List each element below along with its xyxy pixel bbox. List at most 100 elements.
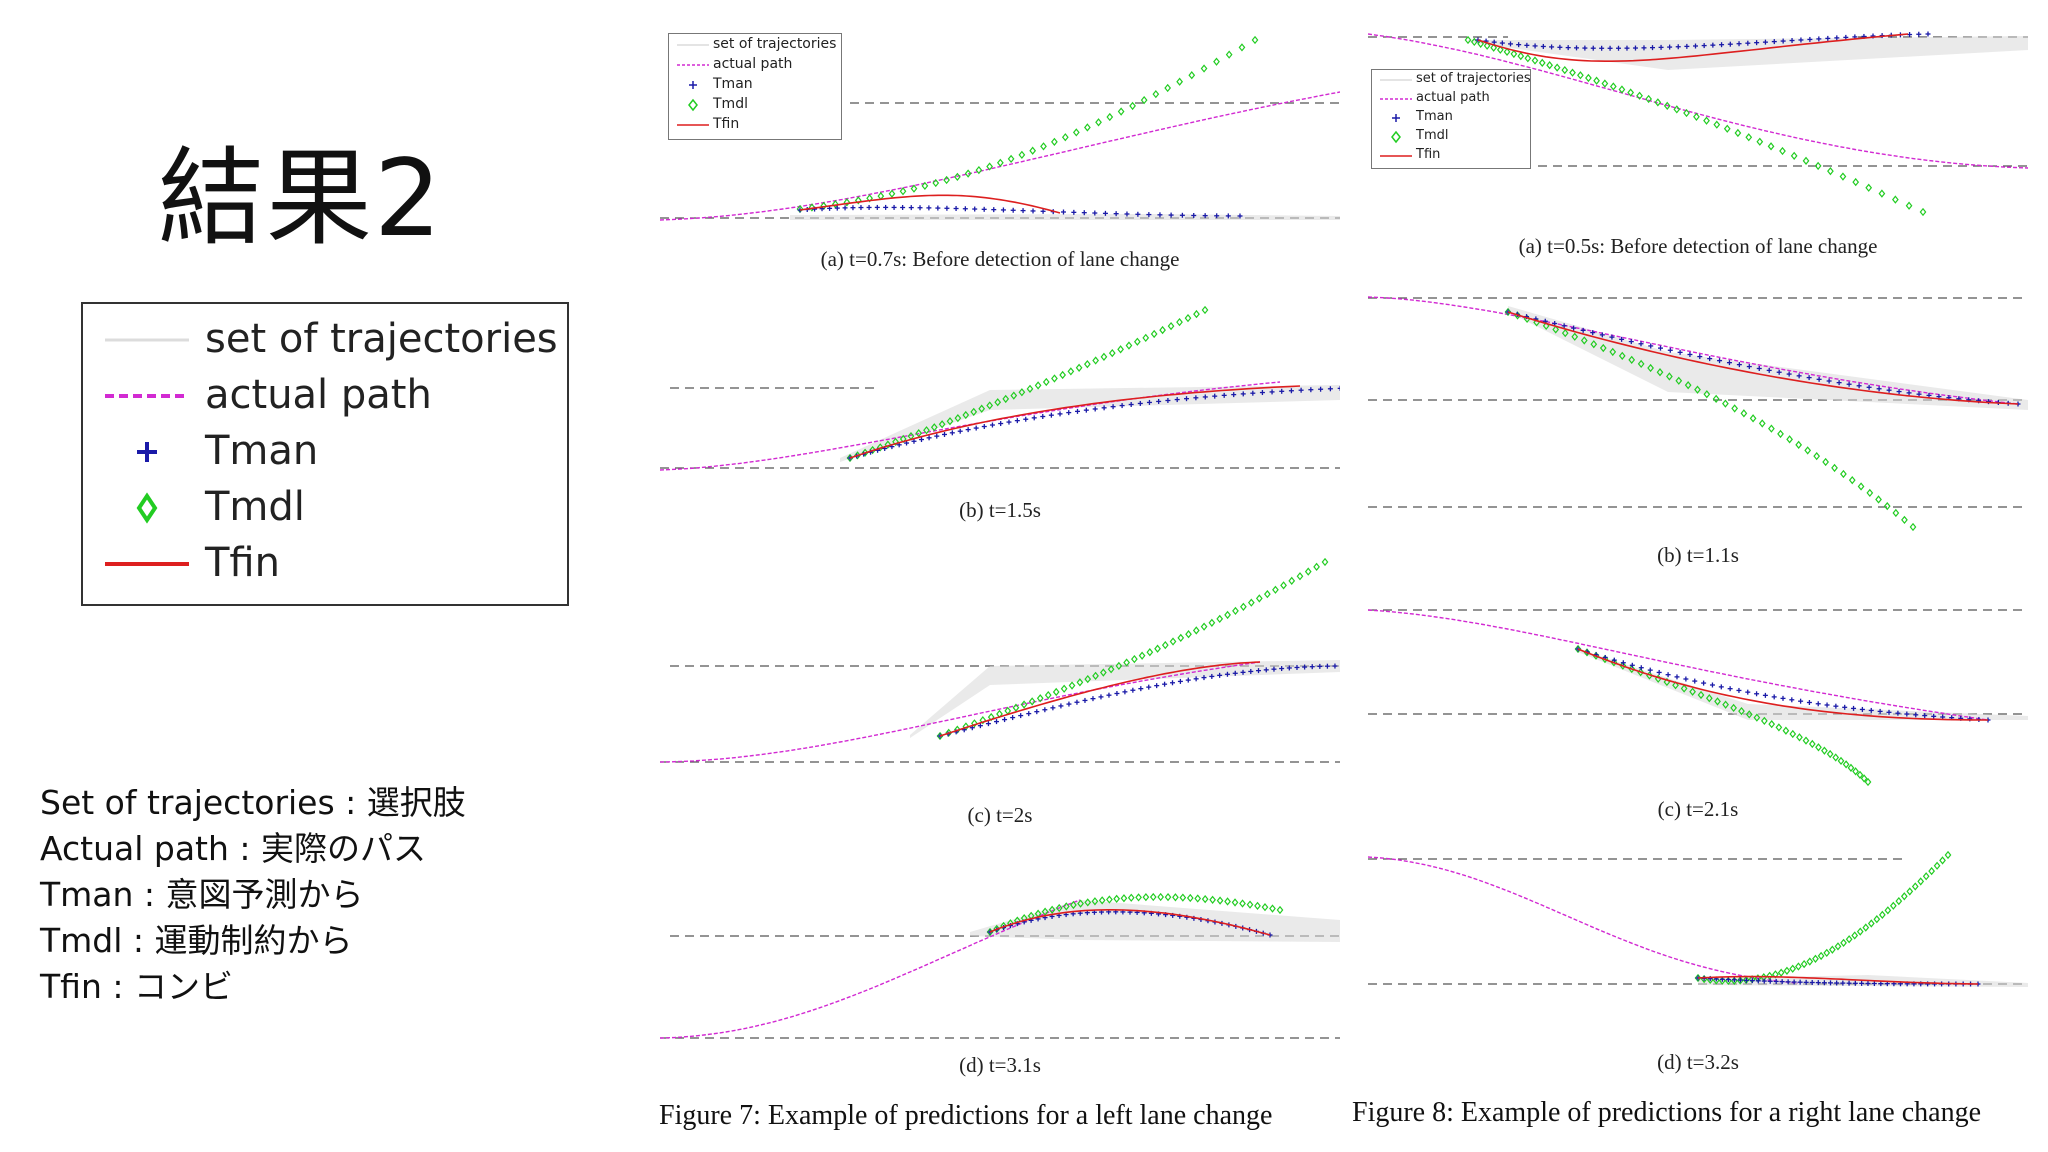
- fig8-panel-d: [1368, 850, 2028, 987]
- legend-tman-symbol: [137, 442, 157, 462]
- tmdl-markers: [846, 305, 1209, 463]
- trajectory-set: [1508, 306, 2028, 410]
- legend-large: set of trajectories actual path Tman Tmd…: [81, 302, 569, 606]
- definition-item: Tfin : コンビ: [40, 967, 233, 1006]
- trajectory-set: [790, 214, 1340, 220]
- mini-legend-row: Tmdl: [1372, 127, 1530, 147]
- legend-label-tman: Tman: [205, 428, 319, 474]
- legend-row-tmdl: Tmdl: [83, 480, 567, 536]
- tmdl-markers: [796, 35, 1259, 214]
- mini-legend-tmdl-symbol: [688, 98, 698, 112]
- fig8-caption-d: (d) t=3.2s: [1657, 1050, 1739, 1074]
- legend-tfin-symbol: [105, 562, 189, 566]
- mini-legend-row: Tmdl: [669, 95, 841, 115]
- tfin-line: [1477, 33, 1909, 63]
- legend-row-actual: actual path: [83, 368, 567, 424]
- actual-path-line: [1368, 609, 1989, 721]
- tmdl-markers: [1464, 35, 1927, 217]
- legend-label-set: set of trajectories: [205, 316, 558, 362]
- tman-markers: [937, 663, 1340, 739]
- legend-tmdl-symbol: [136, 492, 158, 524]
- fig7-caption-c: (c) t=2s: [967, 803, 1033, 827]
- tfin-line: [989, 908, 1271, 936]
- mini-legend-tfin-symbol: [1380, 155, 1412, 157]
- actual-path-line: [1368, 33, 2028, 169]
- fig7-caption-d: (d) t=3.1s: [959, 1053, 1041, 1077]
- fig8-mini-legend: set of trajectories actual path Tman Tmd…: [1371, 69, 1531, 169]
- fig7-panel-c: [660, 557, 1340, 763]
- mini-legend-label: Tfin: [713, 116, 740, 132]
- tmdl-markers: [1504, 307, 1917, 532]
- mini-legend-actual-symbol: [1380, 98, 1412, 100]
- tfin-line: [1697, 975, 1979, 985]
- fig8-panel-b: [1368, 296, 2028, 532]
- legend-label-tfin: Tfin: [205, 540, 280, 586]
- mini-legend-tman-symbol: [1392, 114, 1400, 122]
- tmdl-markers: [936, 557, 1329, 741]
- mini-legend-row: Tman: [669, 75, 841, 95]
- legend-row-set: set of trajectories: [83, 312, 567, 368]
- mini-legend-label: Tmdl: [713, 96, 748, 112]
- fig7-panel-d: [660, 892, 1340, 1039]
- mini-legend-tmdl-symbol: [1391, 130, 1401, 144]
- actual-path-line: [1368, 296, 2019, 405]
- mini-legend-row: set of trajectories: [1372, 70, 1531, 90]
- fig8-panel-c: [1368, 609, 2028, 787]
- actual-path-line: [660, 899, 1081, 1039]
- definition-item: Tman : 意図予測から: [40, 875, 364, 914]
- fig8-panel-a: [1368, 31, 2028, 217]
- mini-legend-row: actual path: [669, 55, 841, 75]
- fig7-caption-b: (b) t=1.5s: [959, 498, 1041, 522]
- tfin-line: [1507, 311, 2019, 405]
- mini-legend-actual-symbol: [677, 64, 709, 66]
- fig7-caption-a: (a) t=0.7s: Before detection of lane cha…: [820, 247, 1180, 271]
- tfin-line: [849, 385, 1301, 459]
- legend-set-symbol: [105, 338, 189, 342]
- mini-legend-set-symbol: [677, 44, 709, 46]
- tfin-line: [799, 194, 1061, 214]
- legend-label-tmdl: Tmdl: [205, 484, 305, 530]
- tman-markers: [1575, 646, 1991, 723]
- definition-item: Actual path : 実際のパス: [40, 829, 426, 868]
- figure7-caption: Figure 7: Example of predictions for a l…: [659, 1100, 1273, 1131]
- tman-markers: [1505, 309, 2021, 407]
- tfin-line: [1577, 648, 1988, 721]
- mini-legend-label: Tman: [1416, 109, 1453, 124]
- legend-label-actual: actual path: [205, 372, 432, 418]
- mini-legend-label: actual path: [1416, 90, 1490, 105]
- mini-legend-row: Tman: [1372, 108, 1530, 128]
- slide-title: 結果2: [158, 137, 444, 260]
- mini-legend-label: actual path: [713, 56, 793, 72]
- definition-item: Tmdl : 運動制約から: [40, 921, 353, 960]
- mini-legend-label: set of trajectories: [1416, 71, 1531, 86]
- fig7-mini-legend: set of trajectories actual path Tman Tmd…: [668, 33, 842, 140]
- definitions-list: Set of trajectories : 選択肢 Actual path : …: [40, 780, 466, 1010]
- fig8-caption-a: (a) t=0.5s: Before detection of lane cha…: [1518, 234, 1878, 258]
- legend-actual-symbol: [105, 394, 189, 398]
- actual-path-line: [1368, 856, 1799, 984]
- mini-legend-row: actual path: [1372, 89, 1530, 109]
- legend-row-tfin: Tfin: [83, 536, 567, 592]
- actual-path-line: [660, 661, 1261, 763]
- trajectory-set: [910, 660, 1340, 738]
- fig7-panel-b: [660, 305, 1340, 471]
- tmdl-markers: [1694, 850, 1952, 986]
- mini-legend-label: Tmdl: [1416, 128, 1449, 143]
- mini-legend-label: Tfin: [1416, 147, 1441, 162]
- legend-row-tman: Tman: [83, 424, 567, 480]
- tman-markers: [797, 204, 1243, 219]
- tfin-line: [939, 661, 1261, 737]
- mini-legend-label: Tman: [713, 76, 753, 92]
- mini-legend-tman-symbol: [689, 81, 697, 89]
- mini-legend-row: Tfin: [669, 115, 841, 135]
- fig8-caption-c: (c) t=2.1s: [1657, 797, 1739, 821]
- fig7-panel-a: [660, 35, 1340, 221]
- mini-legend-set-symbol: [1380, 79, 1412, 81]
- fig8-caption-b: (b) t=1.1s: [1657, 543, 1739, 567]
- mini-legend-row: set of trajectories: [669, 35, 841, 55]
- mini-legend-label: set of trajectories: [713, 36, 837, 52]
- figure8-caption: Figure 8: Example of predictions for a r…: [1352, 1097, 1982, 1128]
- trajectory-set: [840, 385, 1340, 462]
- trajectory-set: [970, 900, 1340, 942]
- mini-legend-tfin-symbol: [677, 124, 709, 126]
